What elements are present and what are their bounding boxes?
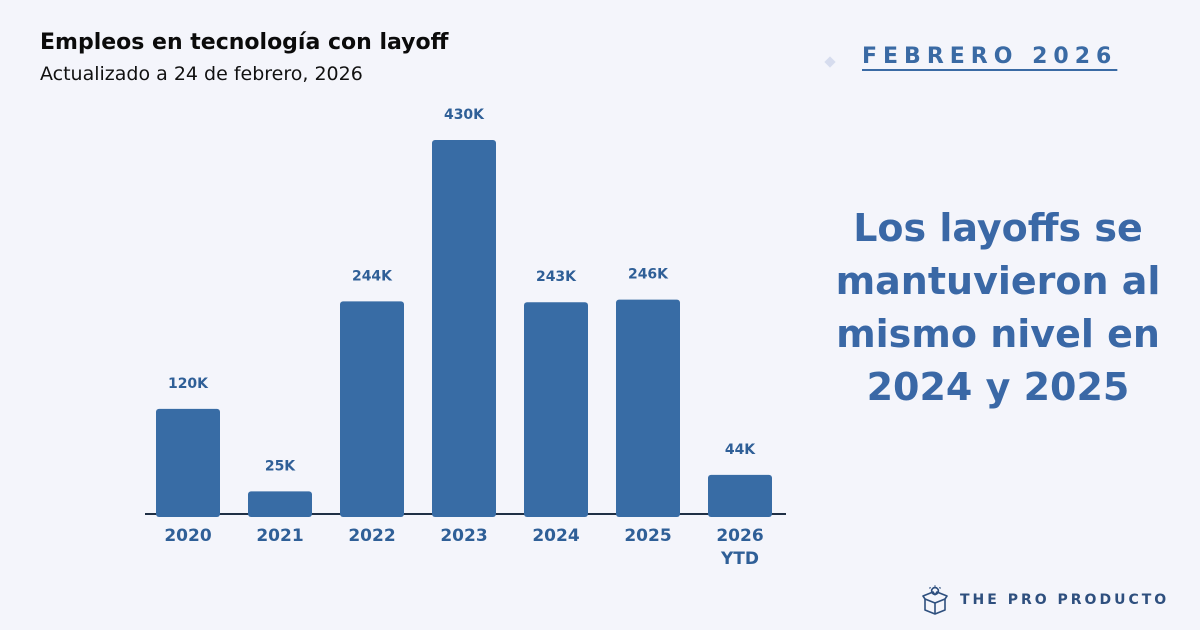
value-label: 25K <box>265 458 296 474</box>
bar-2026-ytd <box>708 474 772 517</box>
x-tick-label: 2023 <box>440 526 487 546</box>
bar-2025 <box>616 299 680 517</box>
chart-subtitle: Actualizado a 24 de febrero, 2026 <box>40 63 363 85</box>
value-label: 244K <box>352 268 393 284</box>
headline-text: Los layoffs se mantuvieron al mismo nive… <box>835 206 1161 409</box>
bar-2023 <box>432 140 496 517</box>
chart-title: Empleos en tecnología con layoff <box>40 30 449 55</box>
bar-2020 <box>156 408 220 517</box>
x-tick-label: 2021 <box>256 526 303 546</box>
lightbulb-box-icon <box>922 585 948 615</box>
x-tick-label: 2025 <box>624 526 671 546</box>
brand-name: THE PRO PRODUCTO <box>960 592 1170 608</box>
brand-logo: THE PRO PRODUCTO <box>922 585 1169 615</box>
date-tag: FEBRERO 2026 <box>862 44 1118 69</box>
value-labels-group: 120K 25K 244K 430K 243K 246K 44K <box>168 107 756 474</box>
x-tick-label: 2022 <box>348 526 395 546</box>
bar-2022 <box>340 301 404 517</box>
value-label: 120K <box>168 376 209 392</box>
x-tick-label: 2024 <box>532 526 579 546</box>
value-label: 246K <box>628 267 669 283</box>
x-tick-label: 2020 <box>164 526 211 546</box>
value-label: 243K <box>536 269 577 285</box>
bars-group <box>156 140 772 517</box>
bar-2021 <box>248 491 312 517</box>
x-tick-label: YTD <box>720 549 759 569</box>
bar-2024 <box>524 302 588 517</box>
category-labels-group: 2020 2021 2022 2023 2024 2025 2026 YTD <box>164 526 763 569</box>
x-tick-label: 2026 <box>716 526 763 546</box>
value-label: 430K <box>444 107 485 123</box>
value-label: 44K <box>725 442 756 458</box>
sparkle-icon <box>824 56 836 68</box>
